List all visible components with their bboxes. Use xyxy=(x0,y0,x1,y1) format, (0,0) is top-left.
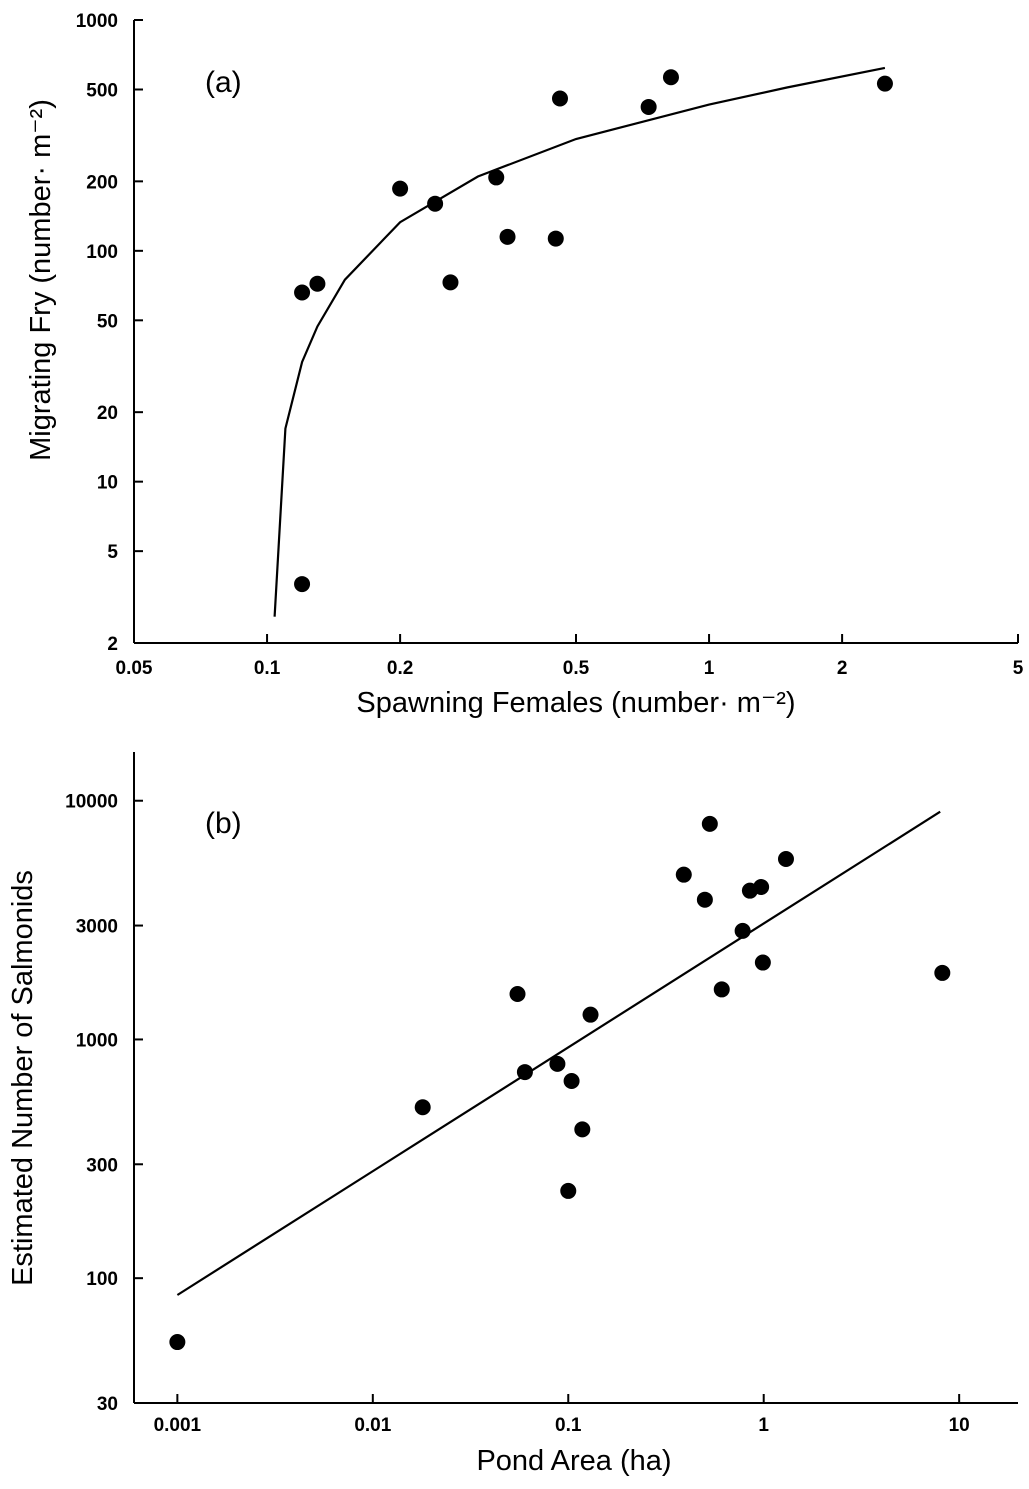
y-tick-label-b: 100 xyxy=(86,1269,118,1290)
data-point-a xyxy=(640,98,657,115)
data-point-b xyxy=(696,891,713,908)
x-tick-label-b: 0.1 xyxy=(555,1415,582,1436)
x-tick-label-b: 10 xyxy=(949,1415,970,1436)
x-tick-label-a: 5 xyxy=(1013,658,1024,679)
data-point-b xyxy=(563,1072,580,1089)
x-axis-title-b: Pond Area (ha) xyxy=(476,1445,671,1477)
data-point-b xyxy=(509,986,526,1003)
x-tick-label-a: 0.1 xyxy=(254,658,281,679)
data-point-b xyxy=(169,1334,186,1351)
y-tick-label-b: 300 xyxy=(86,1155,118,1176)
y-tick-label-a: 50 xyxy=(97,311,118,332)
data-point-b xyxy=(734,922,751,939)
data-point-a xyxy=(547,230,564,247)
x-tick-label-b: 1 xyxy=(758,1415,769,1436)
data-point-b xyxy=(675,866,692,883)
panel-label-a: (a) xyxy=(205,66,242,99)
y-tick-label-a: 5 xyxy=(107,542,118,563)
x-tick-label-a: 0.05 xyxy=(116,658,153,679)
data-point-a xyxy=(294,284,311,301)
x-tick-label-b: 0.001 xyxy=(154,1415,202,1436)
data-point-a xyxy=(876,75,893,92)
y-tick-label-b: 10000 xyxy=(65,792,118,813)
data-point-b xyxy=(516,1064,533,1081)
y-tick-label-a: 500 xyxy=(86,80,118,101)
y-tick-label-a: 100 xyxy=(86,242,118,263)
y-axis-title-b: Estimated Number of Salmonids xyxy=(7,870,39,1286)
data-point-b xyxy=(414,1099,431,1116)
data-point-b xyxy=(777,851,794,868)
x-tick-label-a: 0.5 xyxy=(563,658,590,679)
chart-panel-a: 0.05 0.1 0.2 0.5 1 2 5 2 5 10 20 50 100 200 500 1000 (a)… xyxy=(25,11,1024,719)
data-point-a xyxy=(427,195,444,212)
x-tick-label-a: 1 xyxy=(704,658,715,679)
x-axis-title-a: Spawning Females (number· m⁻²) xyxy=(356,687,795,719)
y-tick-label-b: 3000 xyxy=(76,917,118,938)
y-tick-label-b: 1000 xyxy=(76,1030,118,1051)
fit-line-b xyxy=(176,810,941,1296)
y-tick-label-a: 20 xyxy=(97,403,118,424)
x-tick-label-a: 0.2 xyxy=(387,658,413,679)
x-tick-label-a: 2 xyxy=(837,658,848,679)
fit-line-a xyxy=(273,66,886,617)
data-point-a xyxy=(662,69,679,86)
data-point-b xyxy=(582,1006,599,1023)
y-axis-title-a: Migrating Fry (number· m⁻²) xyxy=(25,99,57,461)
chart-panel-b: 0.001 0.01 0.1 1 10 30 100 300 1000 3000 10000 (b) P… xyxy=(7,752,1018,1477)
data-point-b xyxy=(753,879,770,896)
y-tick-label-a: 200 xyxy=(86,172,118,193)
y-tick-label-b: 30 xyxy=(97,1394,118,1415)
data-point-b xyxy=(713,981,730,998)
data-point-b xyxy=(934,964,951,981)
data-point-b xyxy=(701,815,718,832)
data-point-a xyxy=(551,90,568,107)
x-tick-label-b: 0.01 xyxy=(354,1415,391,1436)
data-point-b xyxy=(754,954,771,971)
data-point-b xyxy=(574,1121,591,1138)
data-point-b xyxy=(560,1182,577,1199)
data-point-a xyxy=(392,180,409,197)
data-point-a xyxy=(442,274,459,291)
panel-label-b: (b) xyxy=(205,807,242,840)
data-point-a xyxy=(309,275,326,292)
data-point-a xyxy=(294,576,311,593)
data-point-a xyxy=(499,228,516,245)
data-point-b xyxy=(549,1055,566,1072)
y-tick-label-a: 1000 xyxy=(76,11,118,32)
data-point-a xyxy=(488,169,505,186)
y-tick-label-a: 2 xyxy=(107,634,118,655)
y-tick-label-a: 10 xyxy=(97,473,118,494)
